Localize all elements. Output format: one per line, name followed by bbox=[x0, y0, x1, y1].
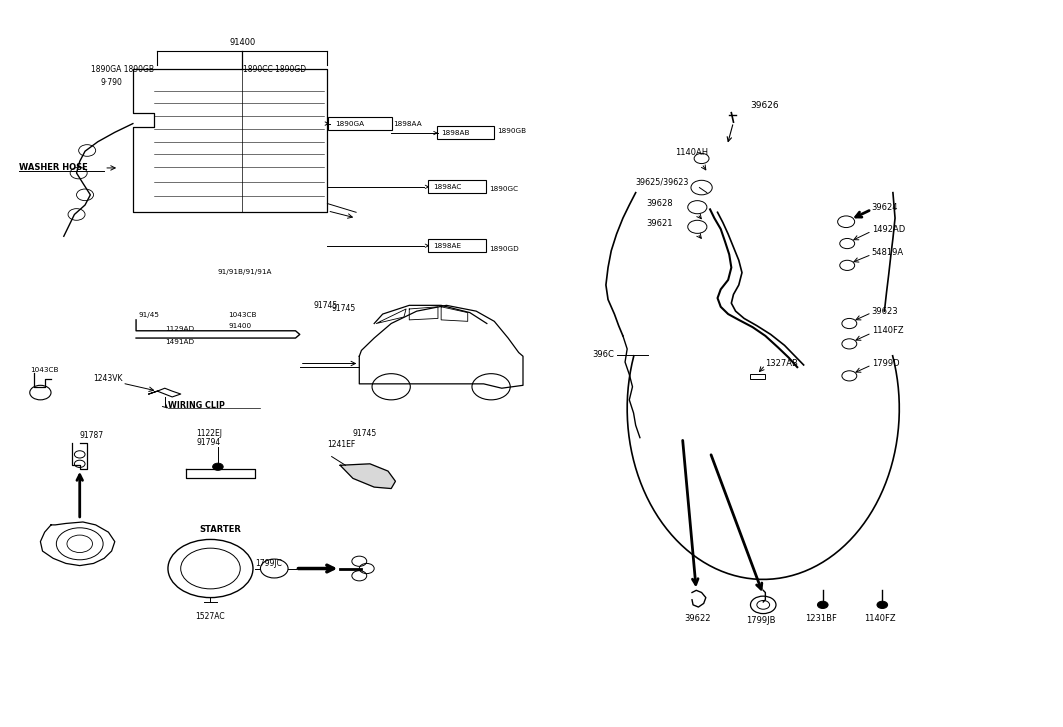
Text: 1140AH: 1140AH bbox=[675, 148, 708, 157]
Text: 1799D: 1799D bbox=[872, 359, 899, 368]
Circle shape bbox=[817, 601, 828, 608]
Polygon shape bbox=[340, 464, 395, 489]
Text: 39625/39623: 39625/39623 bbox=[636, 177, 689, 186]
Text: 1898AC: 1898AC bbox=[433, 184, 461, 190]
Text: 9·790: 9·790 bbox=[101, 78, 123, 87]
Text: 39628: 39628 bbox=[646, 199, 673, 208]
Text: 1140FZ: 1140FZ bbox=[872, 326, 904, 335]
Text: 39623: 39623 bbox=[872, 307, 898, 316]
Text: 1492AD: 1492AD bbox=[872, 225, 905, 233]
Text: 1043CB: 1043CB bbox=[229, 312, 257, 318]
Text: 91/91B/91/91A: 91/91B/91/91A bbox=[218, 269, 272, 275]
Text: 91400: 91400 bbox=[230, 38, 255, 47]
Text: 1799JB: 1799JB bbox=[746, 616, 776, 625]
Text: 1898AA: 1898AA bbox=[393, 121, 422, 126]
Circle shape bbox=[213, 463, 223, 470]
Text: STARTER: STARTER bbox=[200, 526, 241, 534]
Text: 1122EJ: 1122EJ bbox=[197, 429, 222, 438]
Text: 1890GD: 1890GD bbox=[489, 246, 519, 252]
Text: 1043CB: 1043CB bbox=[30, 367, 58, 373]
Text: 1890GB: 1890GB bbox=[497, 128, 526, 134]
Text: 91787: 91787 bbox=[80, 431, 104, 440]
Text: 91794: 91794 bbox=[197, 438, 221, 447]
Circle shape bbox=[877, 601, 888, 608]
Text: 91400: 91400 bbox=[229, 323, 252, 329]
Text: 1898AE: 1898AE bbox=[433, 243, 460, 249]
Text: 39624: 39624 bbox=[872, 203, 898, 212]
Text: 1140FZ: 1140FZ bbox=[864, 614, 896, 623]
Text: WIRING CLIP: WIRING CLIP bbox=[168, 401, 225, 410]
Text: 1327AB: 1327AB bbox=[765, 359, 798, 368]
Text: 1890GC: 1890GC bbox=[489, 186, 518, 192]
Text: 39622: 39622 bbox=[685, 614, 710, 623]
Text: WASHER HOSE: WASHER HOSE bbox=[19, 164, 88, 172]
Text: 54819A: 54819A bbox=[872, 249, 904, 257]
Text: 1231BF: 1231BF bbox=[805, 614, 837, 623]
Text: 1898AB: 1898AB bbox=[441, 130, 470, 136]
Text: 91745: 91745 bbox=[353, 429, 377, 438]
Text: 396C: 396C bbox=[592, 350, 614, 359]
Text: 1129AD: 1129AD bbox=[165, 326, 193, 332]
Text: 91745: 91745 bbox=[314, 301, 338, 310]
Bar bbox=[750, 374, 765, 379]
Text: 1890GA: 1890GA bbox=[335, 121, 364, 126]
Text: 39626: 39626 bbox=[750, 101, 779, 110]
Text: 91745: 91745 bbox=[332, 305, 356, 313]
Text: 1491AD: 1491AD bbox=[165, 339, 193, 345]
Text: 1890GA 1890GB: 1890GA 1890GB bbox=[90, 65, 154, 74]
Text: 1890CC 1890GD: 1890CC 1890GD bbox=[242, 65, 306, 74]
Text: 1799JC: 1799JC bbox=[255, 559, 282, 568]
Text: 1527AC: 1527AC bbox=[196, 612, 225, 621]
Text: 39621: 39621 bbox=[646, 220, 673, 228]
Text: 1241EF: 1241EF bbox=[327, 441, 356, 449]
Text: 1243VK: 1243VK bbox=[94, 374, 123, 382]
Text: 91/45: 91/45 bbox=[138, 313, 159, 318]
